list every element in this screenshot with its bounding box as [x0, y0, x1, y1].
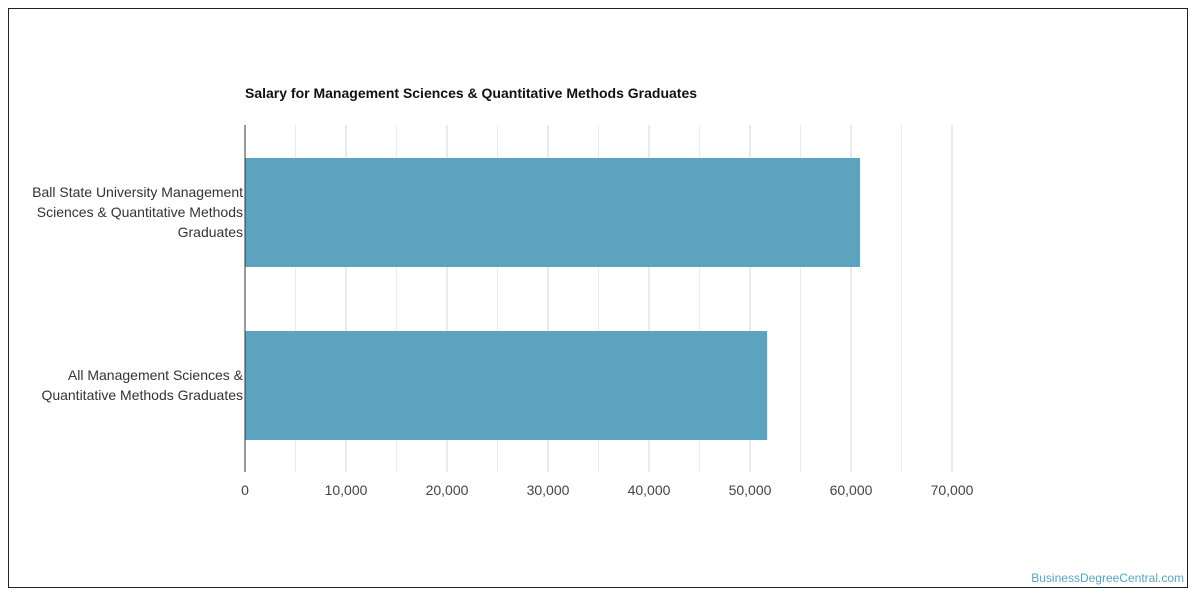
x-tick-label: 60,000: [830, 482, 873, 498]
x-tick-label: 30,000: [527, 482, 570, 498]
x-tick-labels: 0 10,000 20,000 30,000 40,000 50,000 60,000 70,…: [241, 482, 974, 498]
bar-1: [245, 158, 861, 267]
bar-2: [245, 331, 768, 440]
category-label: All Management Sciences & Quantitative M…: [41, 367, 243, 403]
x-tick-label: 50,000: [729, 482, 772, 498]
category-label: Ball State University Management Science…: [32, 184, 243, 240]
x-tick-label: 10,000: [325, 482, 368, 498]
x-tick-label: 70,000: [931, 482, 974, 498]
bars: [245, 158, 861, 440]
chart-title: Salary for Management Sciences & Quantit…: [245, 85, 698, 101]
site-credit: BusinessDegreeCentral.com: [1031, 571, 1184, 585]
x-tick-label: 0: [241, 482, 249, 498]
x-tick-label: 40,000: [628, 482, 671, 498]
x-tick-label: 20,000: [426, 482, 469, 498]
